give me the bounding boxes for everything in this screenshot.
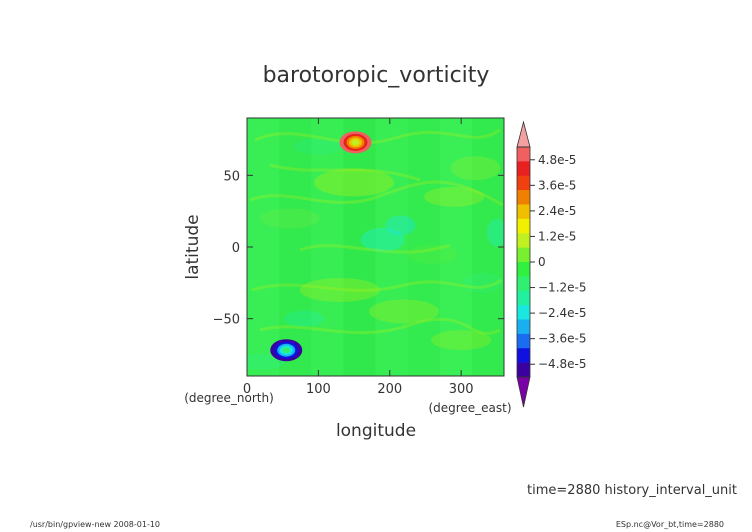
heatmap-swirl	[259, 208, 320, 229]
vortex-contour	[282, 347, 291, 354]
x-axis-unit: (degree_east)	[428, 401, 511, 415]
colorbar-swatch	[517, 218, 530, 234]
colorbar-swatch	[517, 319, 530, 335]
colorbar-swatch	[517, 147, 530, 162]
heatmap-swirl	[407, 244, 458, 265]
heatmap-band	[375, 118, 409, 376]
colorbar-swatch	[517, 290, 530, 306]
heatmap-swirl	[431, 330, 492, 351]
colorbar-swatch	[517, 190, 530, 205]
heatmap-streak	[249, 180, 504, 207]
heatmap-band	[279, 118, 312, 376]
heatmap-swirl	[369, 299, 440, 324]
y-axis-unit: (degree_north)	[184, 391, 274, 405]
heatmap-swirl	[450, 156, 501, 181]
y-tick-label: 50	[223, 169, 240, 184]
heatmap-swirl	[284, 310, 325, 327]
footer-right-info: ESp.nc@Vor_bt,time=2880	[616, 520, 724, 529]
heatmap-band	[343, 118, 376, 376]
heatmap-swirl	[299, 278, 380, 302]
heatmap-swirl	[462, 272, 503, 293]
colorbar-swatch	[517, 348, 530, 363]
heatmap-swirls	[247, 128, 504, 370]
colorbar-swatch	[517, 333, 530, 349]
heatmap-streak	[299, 243, 451, 254]
colorbar-swatch	[517, 247, 530, 263]
colorbar-under-arrow	[516, 376, 531, 408]
colorbar-tick-label: 4.8e-5	[538, 153, 576, 167]
y-axis: 50 0 −50	[213, 169, 504, 328]
colorbar-tick-label: 2.4e-5	[538, 204, 576, 218]
colorbar-swatch	[517, 233, 530, 248]
colorbar-tick-label: −1.2e-5	[538, 281, 587, 295]
y-tick-label: −50	[213, 313, 240, 328]
heatmap-swirl	[486, 218, 504, 247]
heatmap-longitude-bands	[247, 118, 504, 376]
heatmap-streak	[269, 163, 421, 182]
x-tick-label: 100	[306, 382, 331, 397]
heatmap-swirl	[385, 215, 416, 236]
vortex-contour	[351, 139, 360, 146]
x-axis-label: longitude	[336, 421, 416, 441]
heatmap-plot-area	[247, 118, 504, 376]
heatmap-band	[439, 118, 473, 376]
colorbar-tick-label: 0	[538, 255, 546, 269]
colorbar-tick-label: −2.4e-5	[538, 306, 587, 320]
y-tick-label: 0	[232, 241, 240, 256]
heatmap-band	[311, 118, 344, 376]
colorbar-swatch	[517, 175, 530, 191]
x-tick-label: 200	[377, 382, 402, 397]
heatmap-vortices	[270, 131, 372, 362]
heatmap-swirl	[314, 168, 395, 197]
colorbar-tick-label: −4.8e-5	[538, 357, 587, 371]
colorbar-tick-label: 3.6e-5	[538, 178, 576, 192]
chart-title: barotoropic_vorticity	[263, 63, 490, 88]
time-label: time=2880 history_interval_unit	[527, 483, 737, 498]
heatmap-streak	[254, 128, 501, 145]
x-tick-label: 300	[449, 382, 474, 397]
colorbar-swatch	[517, 204, 530, 220]
colorbar-swatch	[517, 362, 530, 378]
heatmap-swirl	[424, 186, 485, 207]
x-axis: 0 100 200 300	[243, 118, 474, 397]
heatmap-streak	[259, 317, 501, 335]
colorbar-swatch	[517, 276, 530, 292]
colorbar-tick-label: 1.2e-5	[538, 229, 576, 243]
colorbar: 4.8e-5 3.6e-5 2.4e-5 1.2e-5 0 −1.2e-5 −2.4e-5 −…	[516, 120, 587, 408]
heatmap-swirl	[360, 227, 405, 252]
heatmap-streak	[251, 278, 503, 292]
colorbar-tick-label: −3.6e-5	[538, 332, 587, 346]
x-tick-label: 0	[243, 382, 251, 397]
colorbar-over-arrow	[516, 120, 531, 148]
heatmap-swirl	[293, 138, 344, 155]
colorbar-swatch	[517, 305, 530, 320]
heatmap-band	[407, 118, 441, 376]
y-axis-label: latitude	[183, 214, 203, 279]
footer-left-info: /usr/bin/gpview-new 2008-01-10	[30, 520, 160, 529]
colorbar-swatch	[517, 262, 530, 277]
colorbar-swatch	[517, 161, 530, 177]
